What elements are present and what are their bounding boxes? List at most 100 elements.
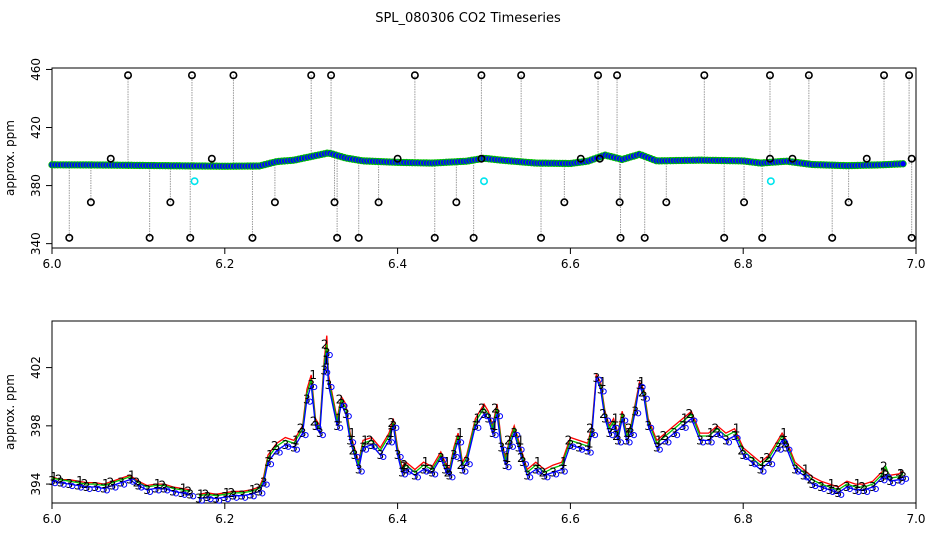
series-3-marker: 3	[212, 492, 220, 506]
top-panel: 6.0 6.2 6.4 6.6 6.8 7.0 340 380 420 460 approx. p…	[3, 58, 926, 271]
series-1-marker: 1	[102, 477, 110, 491]
series-3-ring	[86, 485, 93, 493]
top-x-tick-label: 6.8	[734, 257, 753, 271]
series-3-ring	[829, 488, 836, 495]
bottom-x-tick-label: 6.8	[734, 512, 753, 526]
series-3-ring	[276, 449, 283, 456]
series-3-marker: 3	[307, 378, 315, 392]
series-2-line	[51, 476, 191, 493]
series-3-ring	[717, 432, 724, 439]
top-flagged-point	[766, 177, 775, 186]
series-3-ring	[453, 453, 460, 461]
series-3-marker: 3	[204, 490, 212, 504]
series-3-ring	[293, 446, 301, 453]
series-3-marker: 3	[515, 441, 523, 455]
series-3-marker: 3	[731, 429, 739, 443]
series-3-ring	[77, 484, 85, 491]
top-outlier-point	[700, 71, 709, 80]
series-2-marker: 2	[426, 463, 434, 477]
series-3-ring	[241, 494, 249, 501]
series-3-marker: 3	[459, 463, 467, 477]
series-2-marker: 2	[711, 422, 719, 436]
top-outlier-point	[765, 71, 774, 80]
series-1-marker: 1	[491, 419, 499, 433]
series-3-marker: 3	[454, 433, 462, 447]
top-y-tick-label: 460	[29, 58, 43, 81]
series-3-ring	[198, 497, 205, 504]
series-3-ring	[596, 376, 603, 383]
series-3-ring	[699, 439, 707, 446]
series-3-ring	[781, 439, 789, 446]
series-3-ring	[639, 383, 646, 391]
series-3-ring	[483, 413, 491, 420]
top-outlier-point	[430, 233, 439, 242]
top-outlier-point	[248, 233, 257, 242]
series-3-marker: 3	[100, 481, 108, 495]
series-3-marker: 3	[575, 441, 583, 455]
series-3-ring	[587, 449, 594, 456]
series-1-line	[51, 474, 191, 491]
series-2-marker: 2	[133, 476, 141, 490]
series-2-marker: 2	[491, 401, 499, 415]
series-2-marker: 2	[107, 476, 115, 490]
series-3-ring	[315, 424, 322, 431]
series-1-marker: 1	[707, 426, 715, 440]
series-1-marker: 1	[655, 433, 663, 447]
series-3-ring	[682, 424, 689, 431]
top-outlier-point	[207, 154, 216, 163]
series-2-marker: 2	[660, 429, 668, 443]
top-outlier-point	[307, 71, 316, 80]
series-3-marker: 3	[135, 479, 143, 493]
series-3-marker: 3	[74, 479, 82, 493]
top-outlier-point	[640, 233, 649, 242]
series-3-marker: 3	[394, 448, 402, 462]
top-outlier-point	[166, 198, 175, 207]
bottom-x-tick-label: 6.6	[561, 512, 580, 526]
series-3-ring	[190, 493, 197, 500]
series-3-marker: 3	[644, 419, 652, 433]
top-outlier-point	[560, 198, 569, 207]
series-1-marker: 1	[309, 368, 317, 382]
series-3-ring	[51, 480, 59, 487]
series-2-marker: 2	[254, 481, 262, 495]
series-3-marker: 3	[592, 371, 600, 385]
series-1-marker: 1	[733, 422, 741, 436]
top-outlier-point	[374, 198, 383, 207]
series-1-marker: 1	[474, 412, 482, 426]
series-3-line	[198, 352, 904, 500]
bottom-y-axis-label: approx. ppm	[3, 374, 17, 450]
series-2-marker: 2	[763, 451, 771, 465]
series-2-line	[198, 344, 904, 497]
series-3-marker: 3	[605, 426, 613, 440]
series-3-ring	[380, 453, 387, 461]
series-3-ring	[600, 388, 607, 395]
series-1-marker: 1	[443, 455, 451, 469]
top-flagged-points	[190, 177, 775, 186]
bottom-axes: 6.0 6.2 6.4 6.6 6.8 7.0 394 398 402	[29, 356, 926, 526]
series-2-marker: 2	[184, 484, 192, 498]
series-2-marker: 2	[478, 401, 486, 415]
series-3-ring	[492, 432, 499, 439]
series-3-ring	[345, 413, 352, 420]
series-3-ring	[457, 439, 465, 446]
series-3-marker: 3	[484, 412, 492, 426]
series-3-marker: 3	[333, 419, 341, 433]
top-outlier-point	[758, 233, 767, 242]
series-3-marker: 3	[83, 480, 91, 494]
series-3-marker: 3	[688, 412, 696, 426]
series-3-marker: 3	[446, 468, 454, 482]
series-1-marker: 1	[361, 433, 369, 447]
series-3-marker: 3	[886, 474, 894, 488]
series-1-marker: 1	[854, 477, 862, 491]
series-3-marker: 3	[290, 441, 298, 455]
bottom-y-tick-label: 394	[29, 473, 43, 496]
series-3-marker: 3	[221, 490, 229, 504]
series-3-ring	[496, 413, 504, 420]
series-3-marker: 3	[567, 438, 575, 452]
top-y-tick-label: 380	[29, 174, 43, 197]
series-2-marker: 2	[202, 487, 210, 501]
series-1-marker: 1	[638, 375, 646, 389]
series-2-marker: 2	[336, 393, 344, 407]
series-1-marker: 1	[599, 375, 607, 389]
series-2-marker: 2	[310, 414, 318, 428]
